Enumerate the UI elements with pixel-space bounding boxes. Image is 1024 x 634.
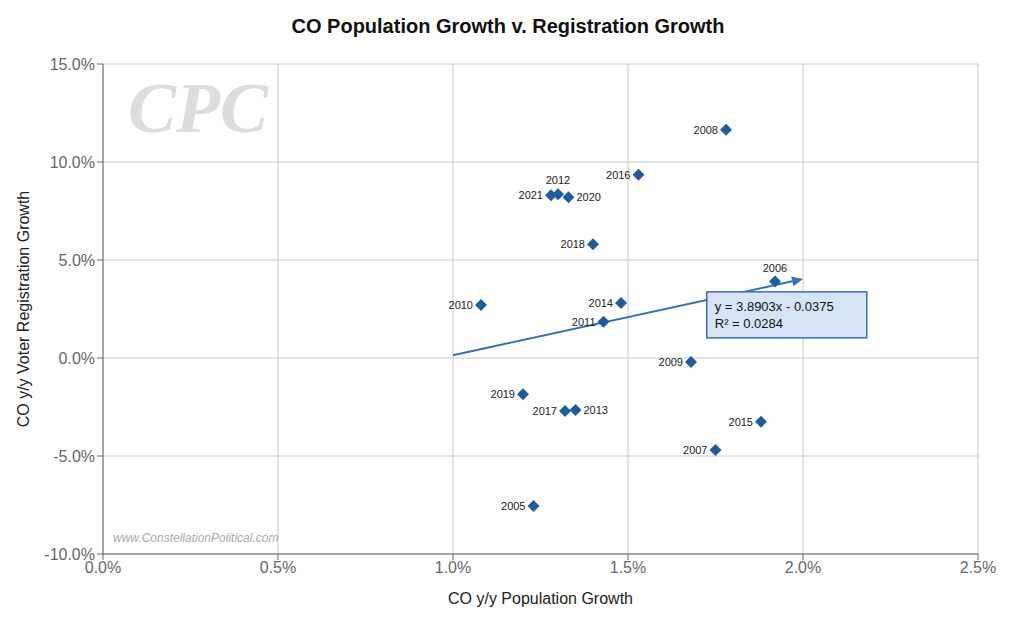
svg-text:0.0%: 0.0% [59, 350, 95, 367]
svg-text:y = 3.8903x - 0.0375: y = 3.8903x - 0.0375 [715, 299, 834, 314]
svg-text:2011: 2011 [572, 316, 596, 328]
svg-text:2018: 2018 [561, 238, 585, 250]
svg-text:15.0%: 15.0% [50, 56, 95, 73]
svg-text:5.0%: 5.0% [59, 252, 95, 269]
svg-text:10.0%: 10.0% [50, 154, 95, 171]
svg-text:2017: 2017 [533, 405, 557, 417]
svg-text:2008: 2008 [694, 124, 718, 136]
svg-text:2016: 2016 [606, 169, 630, 181]
svg-text:2.5%: 2.5% [960, 559, 996, 576]
svg-text:-5.0%: -5.0% [53, 448, 95, 465]
html-text:CO Population Growth v. Regist: CO Population Growth v. Registration Gro… [291, 15, 725, 37]
html-text:www.ConstellationPolitical.com: www.ConstellationPolitical.com [113, 531, 279, 545]
svg-text:2007: 2007 [683, 444, 707, 456]
svg-text:1.0%: 1.0% [435, 559, 471, 576]
svg-text:CO y/y Voter Registration Grow: CO y/y Voter Registration Growth [15, 191, 32, 428]
svg-text:2021: 2021 [519, 189, 543, 201]
svg-text:2013: 2013 [584, 404, 608, 416]
svg-text:2009: 2009 [659, 356, 683, 368]
svg-text:R² = 0.0284: R² = 0.0284 [715, 316, 783, 331]
svg-text:2020: 2020 [577, 191, 601, 203]
svg-text:CO y/y Population Growth: CO y/y Population Growth [448, 590, 633, 607]
html-text:CPC: CPC [128, 68, 268, 148]
svg-text:2.0%: 2.0% [785, 559, 821, 576]
svg-text:1.5%: 1.5% [610, 559, 646, 576]
svg-text:2006: 2006 [763, 262, 787, 274]
svg-text:2015: 2015 [729, 416, 753, 428]
svg-text:2005: 2005 [501, 500, 525, 512]
svg-text:2010: 2010 [449, 299, 473, 311]
svg-text:-10.0%: -10.0% [44, 546, 95, 563]
svg-text:0.5%: 0.5% [260, 559, 296, 576]
svg-text:2012: 2012 [546, 174, 570, 186]
svg-text:2014: 2014 [589, 297, 613, 309]
svg-text:0.0%: 0.0% [84, 559, 122, 577]
svg-text:2019: 2019 [491, 388, 515, 400]
